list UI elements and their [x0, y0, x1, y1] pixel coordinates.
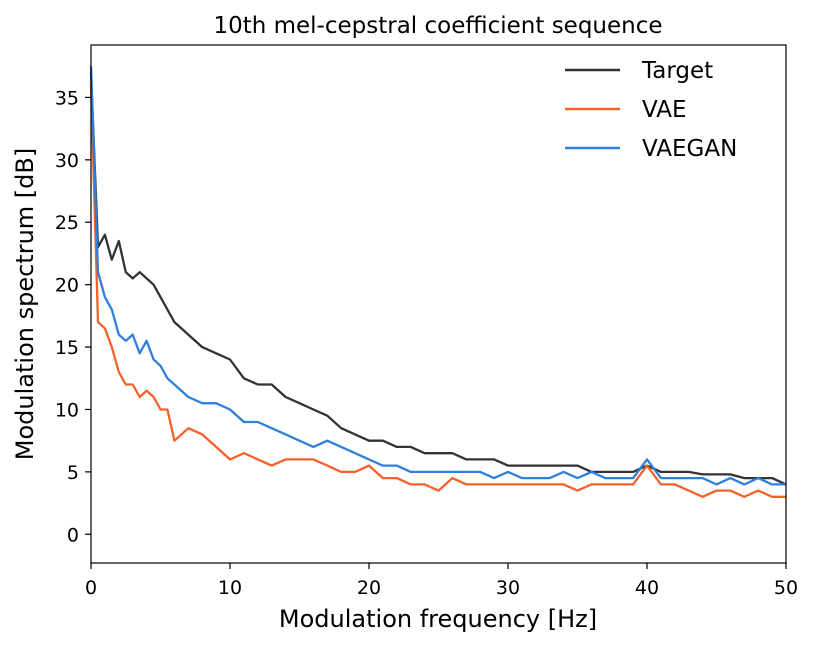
y-tick-label: 5	[67, 462, 79, 484]
y-tick-label: 0	[67, 524, 79, 546]
y-tick-label: 35	[55, 87, 79, 109]
x-tick-label: 0	[85, 577, 97, 599]
y-tick-label: 30	[55, 150, 79, 172]
x-axis-label: Modulation frequency [Hz]	[279, 605, 597, 633]
legend: Target VAE VAEGAN	[565, 58, 737, 162]
x-tick-label: 10	[218, 577, 242, 599]
y-tick-label: 10	[55, 399, 79, 421]
series-line-vae	[89, 84, 786, 498]
y-tick-label: 15	[55, 337, 79, 359]
y-axis-label: Modulation spectrum [dB]	[11, 148, 39, 460]
legend-label-target: Target	[641, 58, 713, 84]
legend-label-vae: VAE	[642, 97, 687, 123]
series-line-vaegan	[89, 66, 786, 486]
y-tick-label: 20	[55, 275, 79, 297]
plot-area	[89, 66, 787, 498]
chart-title: 10th mel-cepstral coefficient sequence	[213, 13, 662, 39]
series-line-target	[89, 72, 787, 486]
x-tick-label: 40	[635, 577, 659, 599]
y-tick-label: 25	[55, 212, 79, 234]
y-axis: 0 5 10 15 20 25 30 35	[55, 87, 91, 546]
x-tick-label: 20	[357, 577, 381, 599]
x-tick-label: 50	[774, 577, 798, 599]
x-tick-label: 30	[496, 577, 520, 599]
legend-label-vaegan: VAEGAN	[642, 136, 737, 162]
plot-frame	[90, 44, 787, 564]
x-axis: 0 10 20 30 40 50	[85, 563, 798, 599]
